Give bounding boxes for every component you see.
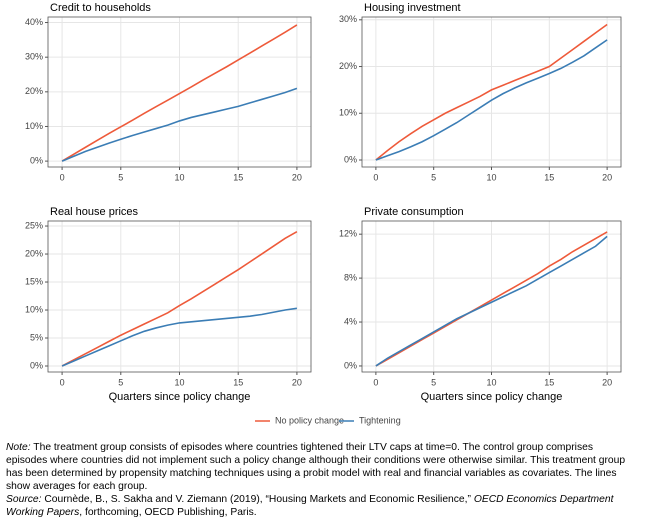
y-tick-label: 0%	[344, 154, 357, 164]
x-tick-label: 10	[174, 377, 184, 387]
y-tick-label: 15%	[25, 276, 43, 286]
y-tick-label: 4%	[344, 316, 357, 326]
x-tick-label: 0	[60, 377, 65, 387]
x-tick-label: 5	[431, 172, 436, 182]
panel-title: Housing investment	[364, 2, 461, 14]
plot-border	[47, 220, 312, 373]
note-label: Note:	[6, 442, 31, 453]
y-tick-label: 5%	[30, 332, 43, 342]
y-tick-label: 0%	[30, 155, 43, 165]
y-tick-label: 40%	[25, 17, 43, 27]
x-tick-label: 15	[544, 377, 554, 387]
y-tick-label: 8%	[344, 272, 357, 282]
y-tick-label: 10%	[25, 121, 43, 131]
y-tick-label: 25%	[25, 220, 43, 230]
y-tick-label: 20%	[25, 86, 43, 96]
x-tick-label: 15	[233, 172, 243, 182]
charts: No policy change Tightening Credit to ho…	[25, 2, 622, 425]
series-line	[375, 235, 608, 367]
series-line	[375, 231, 608, 367]
x-tick-label: 15	[544, 172, 554, 182]
x-tick-label: 0	[373, 377, 378, 387]
plot-border	[361, 220, 622, 373]
series-line	[61, 24, 298, 162]
panel-title: Real house prices	[50, 206, 139, 218]
legend-label: Tightening	[359, 415, 401, 425]
source-rest: , forthcoming, OECD Publishing, Paris.	[79, 507, 257, 518]
x-tick-label: 10	[486, 377, 496, 387]
x-axis-label: Quarters since policy change	[421, 391, 563, 403]
x-tick-label: 20	[602, 377, 612, 387]
note-text: The treatment group consists of episodes…	[6, 442, 626, 492]
x-axis-label: Quarters since policy change	[109, 391, 251, 403]
x-tick-label: 10	[174, 172, 184, 182]
y-tick-label: 30%	[339, 14, 357, 24]
x-tick-label: 20	[602, 172, 612, 182]
x-tick-label: 5	[118, 377, 123, 387]
series-line	[61, 87, 298, 162]
panel-title: Credit to households	[50, 2, 151, 14]
series-line	[61, 230, 298, 367]
series-line	[375, 23, 608, 161]
y-tick-label: 10%	[339, 108, 357, 118]
source-publication: OECD Economics Department Working Papers	[6, 494, 614, 518]
series-line	[61, 307, 298, 367]
x-tick-label: 0	[60, 172, 65, 182]
plot-border	[47, 16, 312, 168]
x-tick-label: 5	[431, 377, 436, 387]
x-tick-label: 20	[292, 172, 302, 182]
y-tick-label: 12%	[339, 229, 357, 239]
series-line	[375, 39, 608, 161]
y-tick-label: 0%	[30, 360, 43, 370]
note: Note: The treatment group consists of ep…	[6, 441, 636, 493]
y-tick-label: 10%	[25, 304, 43, 314]
legend-label: No policy change	[275, 415, 344, 425]
panel-title: Private consumption	[364, 206, 464, 218]
y-tick-label: 30%	[25, 52, 43, 62]
y-tick-label: 20%	[339, 61, 357, 71]
x-tick-label: 5	[118, 172, 123, 182]
source-label: Source:	[6, 494, 42, 505]
y-tick-label: 20%	[25, 248, 43, 258]
y-tick-label: 0%	[344, 360, 357, 370]
source-text: Cournède, B., S. Sakha and V. Ziemann (2…	[41, 494, 474, 505]
x-tick-label: 10	[486, 172, 496, 182]
plot-border	[361, 16, 622, 168]
x-tick-label: 15	[233, 377, 243, 387]
x-tick-label: 20	[292, 377, 302, 387]
x-tick-label: 0	[373, 172, 378, 182]
notes: Note: The treatment group consists of ep…	[6, 441, 636, 519]
source: Source: Cournède, B., S. Sakha and V. Zi…	[6, 493, 636, 519]
